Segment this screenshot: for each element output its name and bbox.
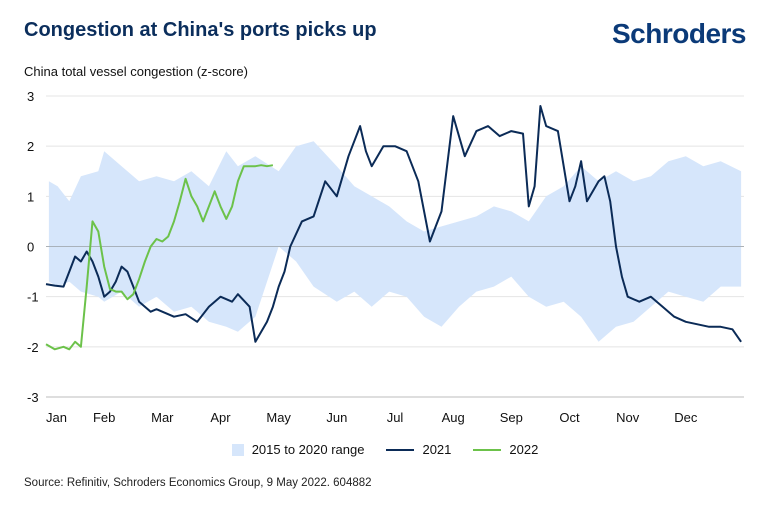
y-tick-label: -2 [27, 340, 39, 355]
legend-swatch-2021 [386, 448, 415, 451]
x-tick-label: Jun [326, 410, 347, 425]
y-axis-label: China total vessel congestion (z-score) [24, 64, 248, 79]
schroders-logo: Schroders [612, 18, 747, 49]
legend: 2015 to 2020 range 2021 2022 [0, 442, 770, 457]
x-tick-label: Apr [210, 410, 231, 425]
x-tick-label: Nov [616, 410, 640, 425]
x-tick-label: Feb [93, 410, 115, 425]
x-tick-label: Jan [46, 410, 67, 425]
y-tick-label: -3 [27, 390, 39, 405]
x-tick-label: May [266, 410, 291, 425]
legend-item-range: 2015 to 2020 range [231, 442, 365, 457]
legend-item-2022: 2022 [473, 442, 538, 457]
legend-swatch-2022 [473, 448, 502, 451]
x-tick-label: Dec [674, 410, 698, 425]
x-tick-label: Oct [559, 410, 580, 425]
legend-label-2022: 2022 [509, 442, 539, 457]
y-tick-label: 0 [27, 240, 34, 255]
chart-title: Congestion at China's ports picks up [24, 19, 377, 41]
y-tick-label: -1 [27, 290, 39, 305]
legend-label-2021: 2021 [422, 442, 452, 457]
series-line-2021 [45, 105, 742, 343]
x-tick-label: Jul [387, 410, 404, 425]
x-tick-label: Mar [151, 410, 174, 425]
x-tick-label: Aug [442, 410, 465, 425]
legend-swatch-range [231, 443, 244, 456]
y-tick-label: 1 [27, 189, 34, 204]
legend-label-range: 2015 to 2020 range [251, 442, 365, 457]
x-tick-label: Sep [500, 410, 523, 425]
y-tick-label: 3 [27, 89, 34, 104]
y-tick-label: 2 [27, 139, 34, 154]
series-line-2022 [45, 164, 274, 351]
line-chart: 3 2 1 0 -1 -2 -3 Jan Feb Mar Apr May Jun Jul Aug Sep Oct… [27, 89, 744, 425]
legend-item-2021: 2021 [386, 442, 451, 457]
source-note: Source: Refinitiv, Schroders Economics G… [24, 477, 372, 489]
